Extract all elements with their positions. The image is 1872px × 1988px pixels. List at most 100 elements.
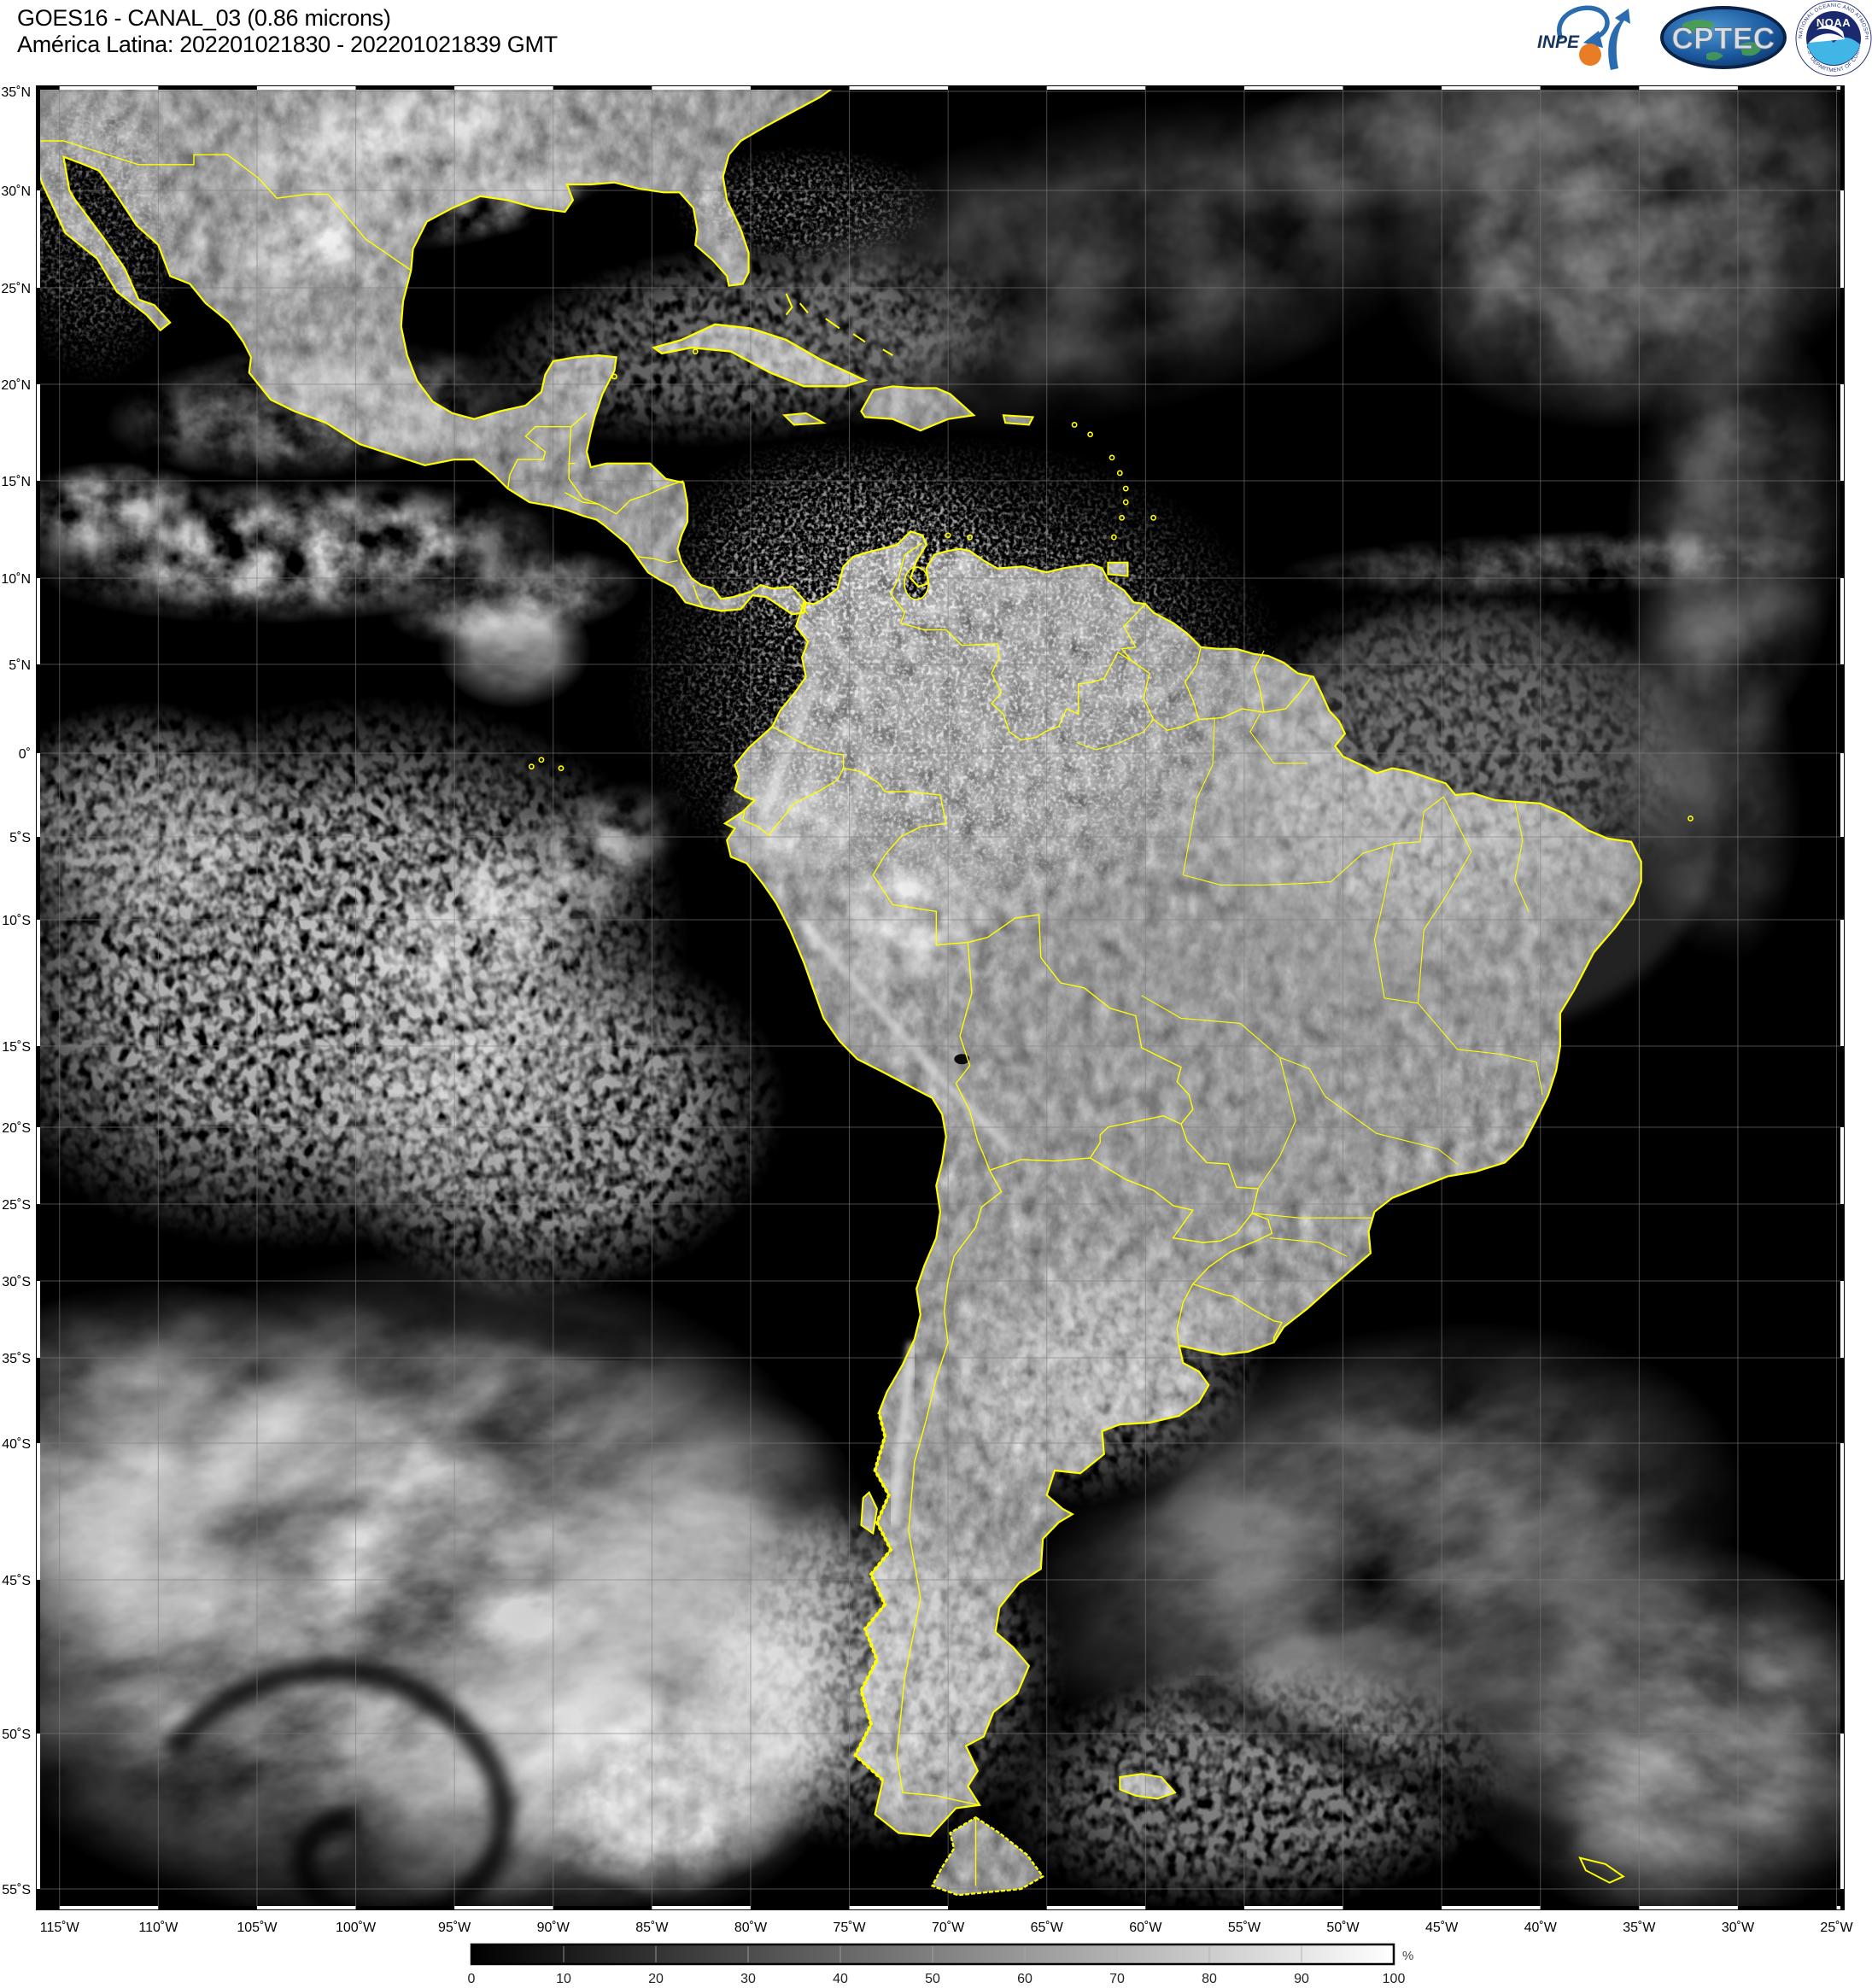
coastline-falklands — [1119, 1773, 1177, 1800]
lat-label: 25˚N — [1, 282, 31, 296]
coastline-bahamas — [882, 348, 893, 356]
frame-segment — [1442, 1906, 1541, 1910]
frame-segment — [36, 85, 60, 90]
frame-segment — [454, 1906, 553, 1910]
colorbar-tick-label: 100 — [1383, 1972, 1406, 1986]
island-outline — [1119, 514, 1125, 521]
frame-segment — [1840, 753, 1845, 837]
island-outline — [1122, 485, 1129, 492]
cloud-field — [1181, 578, 1692, 976]
frame-segment — [36, 1443, 40, 1580]
cloud-field — [36, 700, 292, 939]
lon-label: 70˚W — [932, 1921, 965, 1935]
latitude-labels: 35˚N 30˚N 25˚N 20˚N 15˚N 10˚N 5˚N 0˚ 5˚S 10˚S 15˚S… — [1, 85, 31, 1897]
cloud-field — [992, 1655, 1522, 1910]
frame-segment — [1840, 384, 1845, 481]
colorbar-tick-label: 40 — [833, 1972, 848, 1986]
island-outline — [528, 763, 535, 770]
lat-label: 30˚N — [1, 184, 31, 199]
country-border — [1184, 646, 1202, 720]
cptec-logo: CPTEC — [1660, 6, 1787, 69]
frame-segment — [1145, 85, 1244, 90]
lat-label: 55˚S — [2, 1883, 31, 1897]
cloud-field — [1274, 529, 1838, 598]
frame-segment — [1243, 1906, 1343, 1910]
cptec-continent-icon — [1706, 51, 1723, 61]
lon-label: 45˚W — [1425, 1921, 1459, 1935]
lake-titicaca — [954, 1054, 970, 1065]
frame-segment — [36, 481, 40, 578]
frame-segment — [36, 753, 40, 837]
lat-label: 35˚S — [2, 1352, 31, 1366]
frame-segment — [1840, 91, 1845, 190]
frame-segment — [1540, 85, 1640, 90]
header: GOES16 - CANAL_03 (0.86 microns) América… — [17, 5, 558, 58]
north-america-land-texture — [36, 85, 838, 615]
cloud-field — [668, 145, 941, 265]
frame-segment — [59, 85, 159, 90]
frame-segment — [158, 85, 257, 90]
country-border — [565, 492, 599, 506]
colorbar-tick-label: 70 — [1109, 1972, 1125, 1986]
country-border — [598, 480, 684, 515]
cptec-logo-text: CPTEC — [1671, 22, 1775, 56]
frame-segment — [553, 1906, 652, 1910]
frame-segment — [36, 1204, 40, 1281]
cloud-field — [715, 764, 877, 875]
frame-segment — [1840, 1889, 1845, 1910]
lat-label: 45˚S — [2, 1574, 31, 1588]
inpe-swoosh-arrow-icon — [1608, 9, 1630, 70]
frame-segment — [36, 1358, 40, 1443]
colorbar-tick-label: 10 — [556, 1972, 571, 1986]
island-outline — [1122, 499, 1129, 506]
lon-label: 100˚W — [336, 1921, 377, 1935]
colorbar-tick-label: 0 — [468, 1972, 476, 1986]
cloud-field — [437, 589, 591, 709]
lon-label: 105˚W — [237, 1921, 278, 1935]
lat-label: 35˚N — [1, 85, 31, 100]
coastline-trinidad — [1107, 561, 1129, 577]
lat-label: 20˚S — [2, 1121, 31, 1136]
country-border — [570, 412, 588, 428]
noaa-gull-icon — [1809, 25, 1845, 43]
coastline-chiloe — [860, 1490, 878, 1535]
lon-label: 50˚W — [1326, 1921, 1360, 1935]
cloud-field — [809, 847, 1005, 989]
product-title: GOES16 - CANAL_03 (0.86 microns) — [17, 5, 391, 31]
lat-label: 50˚S — [2, 1728, 31, 1742]
frame-segment — [59, 1906, 159, 1910]
inpe-arrowhead-icon — [1583, 31, 1603, 48]
country-border — [955, 1083, 991, 1171]
country-border — [693, 584, 705, 608]
lat-label: 10˚S — [2, 914, 31, 928]
country-border — [989, 1157, 1091, 1172]
state-border — [1182, 717, 1215, 875]
frame-segment — [36, 1046, 40, 1127]
colorbar-tick-label: 60 — [1017, 1972, 1033, 1986]
state-border — [1257, 1057, 1296, 1190]
frame-segment — [1840, 1204, 1845, 1281]
lon-label: 40˚W — [1524, 1921, 1558, 1935]
lat-label: 10˚N — [1, 572, 31, 587]
country-border — [741, 768, 845, 836]
lat-label: 0˚ — [19, 747, 31, 762]
frame-segment — [36, 920, 40, 1046]
island-outline — [1150, 514, 1156, 521]
coastline-bahamas — [785, 293, 793, 316]
frame-segment — [1639, 85, 1738, 90]
product-subtitle: América Latina: 202201021830 - 202201021… — [17, 32, 558, 57]
state-border — [1141, 995, 1326, 1097]
clear-lane — [133, 1217, 639, 1371]
frame-segment — [1840, 664, 1845, 753]
lat-label: 15˚N — [1, 475, 31, 489]
frame-segment — [1840, 578, 1845, 664]
noaa-logo: NATIONAL OCEANIC AND ATMOSPHERIC ADMINIS… — [1795, 0, 1872, 77]
state-border — [1331, 796, 1444, 882]
state-border — [1252, 1213, 1373, 1219]
frame-segment — [1343, 1906, 1442, 1910]
country-border — [1253, 650, 1265, 713]
colorbar-tick-label: 50 — [925, 1972, 940, 1986]
state-border — [1373, 843, 1419, 1004]
